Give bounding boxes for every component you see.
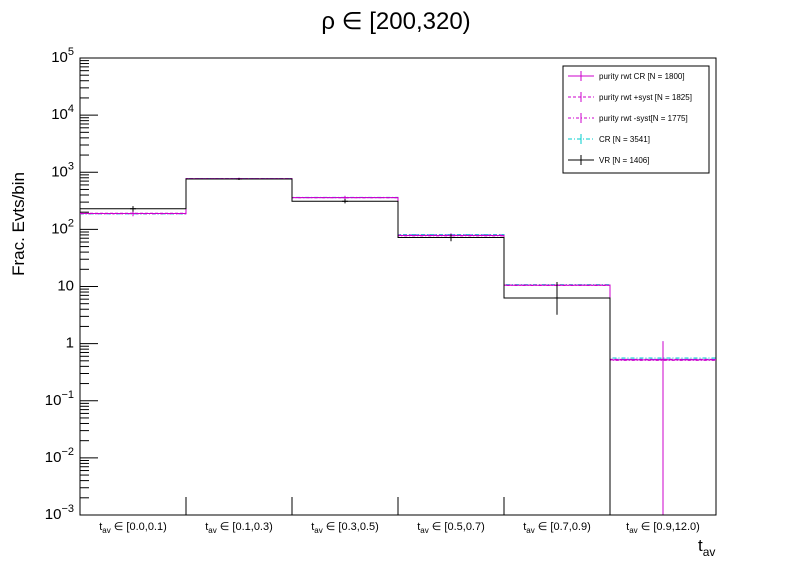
y-tick-base: 10 — [51, 163, 68, 180]
y-tick-base: 10 — [45, 449, 62, 466]
x-category-range: ∈ [0.3,0.5) — [323, 521, 379, 533]
y-axis-label: Frac. Evts/bin — [9, 172, 28, 276]
x-category-sub: av — [314, 526, 322, 535]
x-category-range: ∈ [0.9,12.0) — [638, 521, 700, 533]
y-tick-label: 105 — [51, 46, 74, 66]
y-tick-exponent: 5 — [68, 46, 74, 58]
y-tick-label: 104 — [51, 103, 74, 123]
y-tick-label: 10−3 — [45, 503, 74, 523]
x-category-sub: av — [102, 526, 110, 535]
x-category-range: ∈ [0.7,0.9) — [535, 521, 591, 533]
x-category-base: t — [417, 521, 420, 533]
y-tick-label: 102 — [51, 217, 74, 237]
series-4 — [80, 178, 716, 516]
chart-title: ρ ∈ [200,320) — [321, 8, 470, 35]
legend-label: purity rwt CR [N = 1800] — [599, 72, 685, 81]
legend-label: purity rwt +syst [N = 1825] — [599, 93, 692, 102]
x-category-label: tav ∈ [0.0,0.1) — [99, 521, 167, 535]
y-tick-label: 1 — [66, 335, 74, 352]
x-category-sub: av — [526, 526, 534, 535]
legend-label: VR [N = 1406] — [599, 156, 649, 165]
x-category-range: ∈ [0.0,0.1) — [111, 521, 167, 533]
legend-label: CR [N = 3541] — [599, 135, 650, 144]
y-tick-exponent: −1 — [61, 389, 74, 401]
series-layer — [80, 177, 716, 516]
y-tick-exponent: 3 — [68, 160, 74, 172]
x-category-range: ∈ [0.1,0.3) — [217, 521, 273, 533]
y-tick-label: 10 — [57, 278, 74, 295]
y-tick-base: 10 — [51, 220, 68, 237]
x-category-label: tav ∈ [0.3,0.5) — [311, 521, 379, 535]
x-category-range: ∈ [0.5,0.7) — [429, 521, 485, 533]
x-category-base: t — [626, 521, 629, 533]
x-category-sub: av — [208, 526, 216, 535]
x-category-sub: av — [629, 526, 637, 535]
x-category-base: t — [311, 521, 314, 533]
x-category-base: t — [205, 521, 208, 533]
y-tick-base: 10 — [51, 49, 68, 66]
x-category-label: tav ∈ [0.7,0.9) — [523, 521, 591, 535]
x-category-base: t — [523, 521, 526, 533]
y-tick-exponent: 4 — [68, 103, 74, 115]
x-category-label: tav ∈ [0.9,12.0) — [626, 521, 700, 535]
y-tick-label: 10−1 — [45, 389, 74, 409]
series-step-line — [80, 178, 716, 516]
y-tick-base: 1 — [66, 335, 74, 352]
legend-label: purity rwt -syst[N = 1775] — [599, 114, 688, 123]
y-tick-exponent: 2 — [68, 217, 74, 229]
y-tick-label: 10−2 — [45, 446, 74, 466]
y-tick-base: 10 — [57, 278, 74, 295]
x-axis-label: tav — [698, 536, 715, 559]
legend-box — [562, 65, 710, 174]
x-category-base: t — [99, 521, 102, 533]
y-tick-base: 10 — [51, 106, 68, 123]
x-category-sub: av — [420, 526, 428, 535]
x-category-label: tav ∈ [0.1,0.3) — [205, 521, 273, 535]
y-tick-base: 10 — [45, 392, 62, 409]
y-tick-label: 103 — [51, 160, 74, 180]
y-tick-base: 10 — [45, 506, 62, 523]
x-category-label: tav ∈ [0.5,0.7) — [417, 521, 485, 535]
y-tick-exponent: −3 — [61, 503, 74, 515]
legend: purity rwt CR [N = 1800] purity rwt +syst… — [562, 65, 710, 174]
y-tick-exponent: −2 — [61, 446, 74, 458]
x-axis: tav ∈ [0.0,0.1) tav ∈ [0.1,0.3) tav ∈ [0.3… — [99, 497, 700, 535]
